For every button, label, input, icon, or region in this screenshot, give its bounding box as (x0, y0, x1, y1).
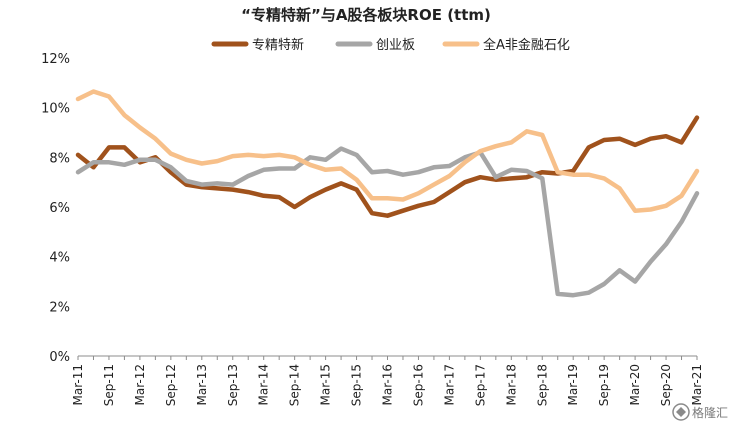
y-axis: 0% 2% 4% 6% 8% 10% 12% (41, 52, 70, 365)
x-tick-label: Mar-14 (257, 364, 271, 405)
legend-label-2: 全A非金融石化 (483, 37, 570, 53)
x-tick-label: Mar-20 (628, 364, 642, 405)
x-tick-label: Sep-15 (350, 364, 364, 406)
watermark-logo-icon (672, 403, 690, 421)
y-tick-label: 12% (41, 52, 70, 67)
x-tick-label: Mar-16 (381, 364, 395, 405)
y-tick-label: 10% (41, 102, 70, 117)
legend: 专精特新 创业板 全A非金融石化 (211, 37, 570, 53)
y-tick-label: 2% (49, 300, 70, 315)
series-line-0: 专精特新 (75, 115, 700, 218)
watermark-text: 格隆汇 (692, 405, 728, 420)
x-tick-label: Mar-21 (690, 364, 704, 405)
legend-label-1: 创业板 (376, 38, 415, 53)
x-tick-label: Mar-13 (195, 364, 209, 405)
x-tick-label: Mar-15 (319, 364, 333, 405)
x-axis: Mar-11 Sep-11 Mar-12 Sep-12 Mar-13 Sep-13 Mar-… (71, 355, 704, 406)
legend-label-0: 专精特新 (252, 37, 304, 53)
x-tick-label: Mar-11 (71, 364, 85, 405)
x-tick-label: Sep-19 (597, 364, 611, 406)
y-tick-label: 6% (49, 201, 70, 216)
x-tick-label: Mar-19 (566, 364, 580, 405)
x-tick-label: Sep-14 (288, 364, 302, 406)
x-tick-label: Mar-17 (442, 364, 456, 405)
chart-title: “专精特新”与A股各板块ROE (ttm) (241, 6, 491, 24)
x-tick-label: Mar-12 (133, 364, 147, 405)
watermark: 格隆汇 (672, 403, 728, 421)
y-tick-label: 4% (49, 251, 70, 266)
x-tick-label: Sep-16 (411, 364, 425, 406)
x-tick-label: Sep-20 (659, 364, 673, 406)
y-tick-label: 8% (49, 151, 70, 166)
x-tick-label: Sep-11 (102, 364, 116, 406)
x-tick-label: Sep-13 (226, 364, 240, 406)
watermark-logo-mark (676, 407, 686, 417)
x-tick-label: Sep-18 (535, 364, 549, 406)
series-line-2: 全A非金融石化 (75, 89, 700, 213)
x-tick-label: Sep-12 (164, 364, 178, 406)
y-tick-label: 0% (49, 350, 70, 365)
x-tick-label: Mar-18 (504, 364, 518, 405)
series-line-1: 创业板 (75, 146, 700, 298)
x-tick-label: Sep-17 (473, 364, 487, 406)
